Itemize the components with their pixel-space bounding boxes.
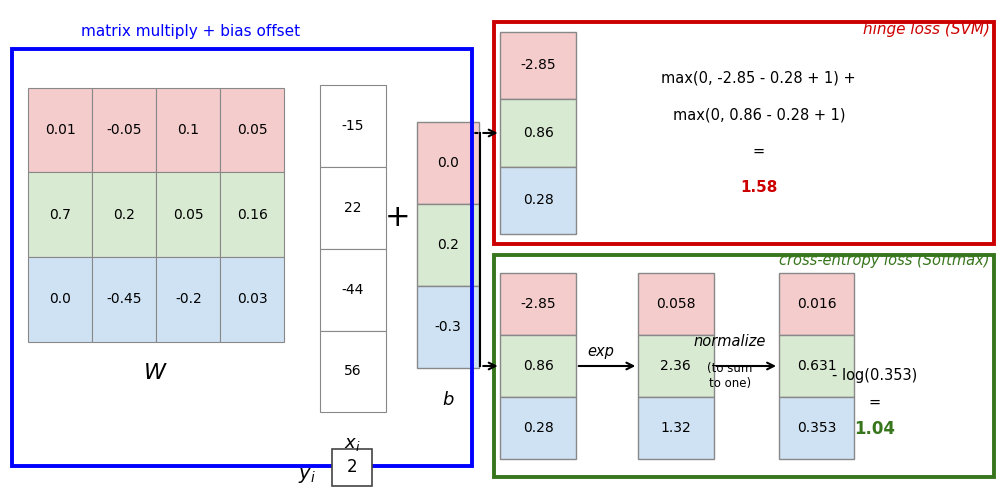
Text: 2: 2 — [347, 458, 357, 476]
Text: - log(0.353): - log(0.353) — [832, 368, 917, 383]
Bar — [157, 172, 220, 257]
Text: =: = — [753, 144, 765, 159]
Text: normalize: normalize — [693, 334, 766, 349]
Text: max(0, 0.86 - 0.28 + 1): max(0, 0.86 - 0.28 + 1) — [672, 107, 845, 122]
Text: -44: -44 — [342, 283, 364, 297]
Text: 56: 56 — [344, 365, 362, 379]
Text: 0.86: 0.86 — [523, 126, 554, 140]
Bar — [28, 172, 92, 257]
Bar — [638, 397, 714, 459]
Bar — [500, 99, 576, 167]
Bar — [157, 88, 220, 172]
Text: 2.36: 2.36 — [660, 359, 691, 373]
Text: 0.2: 0.2 — [437, 238, 459, 252]
Text: 0.0: 0.0 — [437, 156, 459, 170]
Bar — [500, 273, 576, 335]
Text: 22: 22 — [344, 201, 362, 215]
Text: 0.016: 0.016 — [797, 297, 836, 311]
Bar — [500, 167, 576, 234]
Bar — [494, 22, 994, 244]
Text: +: + — [385, 203, 411, 232]
Text: matrix multiply + bias offset: matrix multiply + bias offset — [81, 24, 300, 39]
Bar — [157, 257, 220, 342]
Bar — [779, 397, 854, 459]
Bar — [92, 172, 157, 257]
Bar — [320, 249, 386, 331]
Text: -0.2: -0.2 — [175, 292, 202, 306]
Bar — [494, 255, 994, 477]
Text: 1.58: 1.58 — [740, 181, 778, 195]
Bar — [320, 85, 386, 167]
Text: 0.353: 0.353 — [797, 421, 836, 435]
Bar — [417, 286, 479, 368]
Text: =: = — [868, 395, 880, 410]
Bar — [320, 331, 386, 412]
Text: $b$: $b$ — [442, 391, 454, 409]
Bar — [638, 335, 714, 397]
Text: $x_i$: $x_i$ — [345, 435, 361, 453]
Text: 0.28: 0.28 — [523, 421, 554, 435]
Bar — [332, 449, 372, 486]
Text: -0.05: -0.05 — [107, 123, 142, 137]
Bar — [500, 32, 576, 99]
Text: 0.05: 0.05 — [173, 208, 204, 222]
Text: 0.058: 0.058 — [656, 297, 695, 311]
Text: 0.7: 0.7 — [49, 208, 71, 222]
Bar — [638, 273, 714, 335]
Text: $y_i$: $y_i$ — [297, 467, 316, 485]
Bar — [28, 257, 92, 342]
Text: max(0, -2.85 - 0.28 + 1) +: max(0, -2.85 - 0.28 + 1) + — [661, 71, 856, 85]
Text: -2.85: -2.85 — [521, 59, 556, 73]
Text: hinge loss (SVM): hinge loss (SVM) — [863, 22, 990, 37]
Bar — [28, 88, 92, 172]
Bar — [417, 204, 479, 286]
Bar — [92, 88, 157, 172]
Text: 0.2: 0.2 — [114, 208, 136, 222]
Bar — [92, 257, 157, 342]
Text: cross-entropy loss (Softmax): cross-entropy loss (Softmax) — [780, 253, 990, 267]
Text: -0.45: -0.45 — [107, 292, 142, 306]
Bar — [417, 122, 479, 204]
Bar — [500, 397, 576, 459]
Text: 0.86: 0.86 — [523, 359, 554, 373]
Bar — [779, 335, 854, 397]
Text: -15: -15 — [342, 119, 364, 133]
Text: -0.3: -0.3 — [435, 320, 461, 334]
Text: 0.631: 0.631 — [797, 359, 836, 373]
Bar — [320, 167, 386, 249]
Bar — [220, 88, 284, 172]
Text: 0.28: 0.28 — [523, 193, 554, 207]
Text: 0.03: 0.03 — [237, 292, 267, 306]
Text: (to sum
to one): (to sum to one) — [707, 362, 753, 390]
Text: 1.04: 1.04 — [854, 421, 894, 438]
Text: 0.16: 0.16 — [237, 208, 267, 222]
Text: 1.32: 1.32 — [660, 421, 691, 435]
Text: exp: exp — [588, 344, 614, 359]
Bar — [500, 335, 576, 397]
Text: -2.85: -2.85 — [521, 297, 556, 311]
Text: 0.05: 0.05 — [237, 123, 267, 137]
Text: 0.01: 0.01 — [45, 123, 75, 137]
Text: 0.1: 0.1 — [177, 123, 199, 137]
Text: 0.0: 0.0 — [49, 292, 71, 306]
Text: $W$: $W$ — [144, 364, 168, 383]
Bar — [779, 273, 854, 335]
Bar — [220, 257, 284, 342]
Bar — [12, 49, 472, 466]
Bar — [220, 172, 284, 257]
